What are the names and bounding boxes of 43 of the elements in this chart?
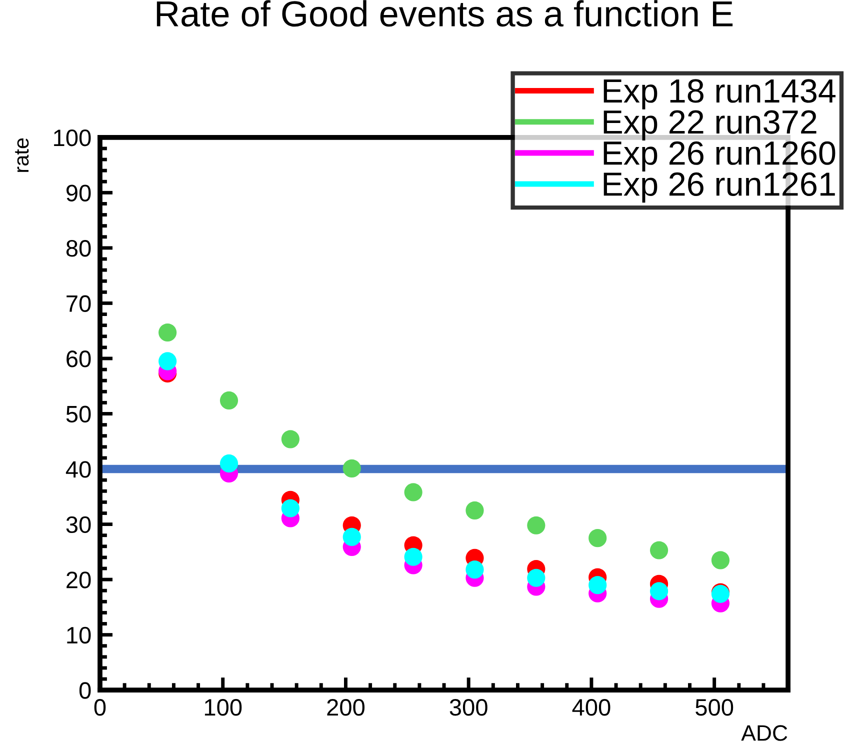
legend-label: Exp 26 run1261 [604, 172, 835, 203]
x-tick-label: 300 [450, 699, 488, 716]
y-tick-label: 100 [54, 129, 91, 146]
point [527, 516, 546, 534]
point [650, 541, 668, 560]
point [404, 548, 422, 566]
x-tick-label: 400 [572, 699, 610, 716]
x-tick-label: 500 [696, 699, 734, 716]
x-tick-label: 0 [94, 699, 106, 716]
y-tick-label: 90 [66, 184, 91, 202]
y-tick-label: 10 [67, 626, 91, 644]
point [220, 454, 238, 473]
point [342, 528, 361, 546]
y-tick-label: 50 [66, 406, 91, 423]
y-tick-label: 40 [66, 461, 91, 478]
y-tick-label: 70 [66, 295, 91, 312]
point [527, 568, 546, 587]
point [588, 576, 607, 594]
y-tick-label: 60 [66, 350, 91, 368]
x-tick-label: 100 [204, 699, 242, 716]
point [281, 430, 300, 448]
y-tick-label: 0 [79, 682, 91, 699]
y-tick-label: 20 [66, 572, 91, 588]
point [158, 323, 177, 342]
point [220, 391, 238, 410]
point [466, 501, 484, 520]
legend-label: Exp 26 run1260 [604, 141, 836, 172]
point [158, 352, 177, 370]
legend-label: Exp 22 run372 [604, 110, 816, 140]
x-axis-title: ADC [741, 725, 788, 741]
point [711, 551, 730, 570]
chart-title: Rate of Good events as a function E [156, 0, 733, 27]
y-tick-label: 30 [66, 516, 91, 534]
point [588, 529, 607, 548]
point [466, 560, 484, 579]
y-tick-label: 80 [66, 240, 91, 257]
point [281, 499, 300, 518]
y-axis-title: rate [15, 138, 29, 172]
point [342, 459, 361, 478]
legend-label: Exp 18 run1434 [604, 79, 836, 110]
point [404, 483, 422, 502]
point [650, 582, 668, 600]
x-tick-label: 200 [327, 699, 364, 716]
